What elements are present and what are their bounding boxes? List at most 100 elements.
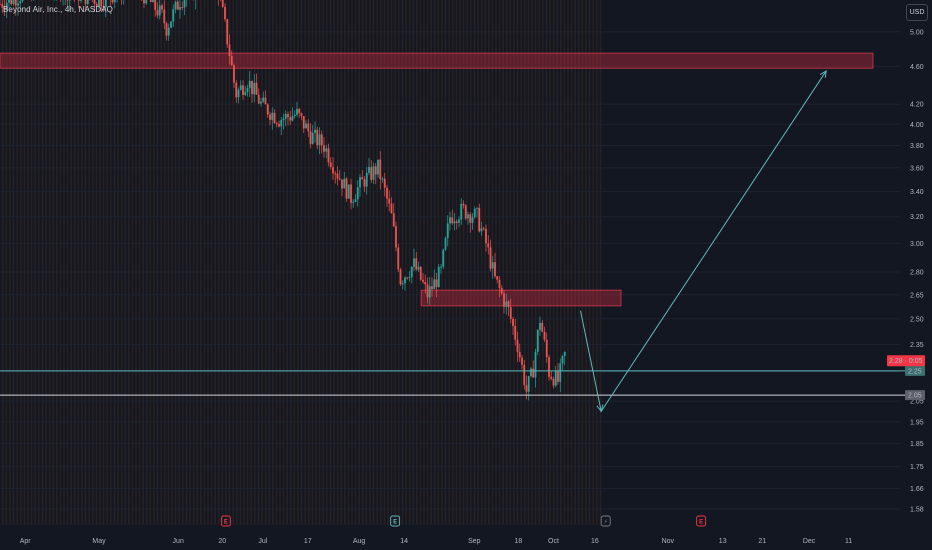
- event-marker-label: ⚡: [604, 519, 608, 526]
- candle-body: [154, 0, 157, 10]
- candle-body: [543, 331, 546, 340]
- candle-body: [3, 7, 6, 10]
- session-stripe: [282, 0, 285, 525]
- candle-body: [260, 101, 262, 104]
- horizontal-lines: [0, 370, 905, 396]
- candle-body: [559, 363, 562, 382]
- session-stripe: [344, 0, 346, 525]
- candle-body: [179, 7, 181, 10]
- session-stripe: [138, 0, 141, 525]
- session-stripe: [369, 0, 371, 525]
- candle-body: [453, 221, 456, 224]
- session-stripe: [52, 0, 54, 525]
- candle-body: [446, 223, 449, 238]
- session-stripe: [542, 0, 544, 525]
- session-stripe: [599, 0, 602, 525]
- candle-body: [431, 286, 433, 289]
- candle-body: [280, 120, 283, 127]
- candle-body: [530, 368, 532, 377]
- candle-body: [516, 339, 519, 353]
- candle-body: [478, 207, 481, 232]
- candle-body: [271, 112, 274, 120]
- session-stripe: [207, 0, 209, 525]
- session-stripe: [376, 0, 378, 525]
- candle-body: [14, 0, 17, 6]
- price-tick-label: 3.80: [910, 143, 924, 150]
- session-stripe: [538, 0, 540, 525]
- candle-body: [230, 55, 233, 66]
- candle-body: [350, 184, 352, 203]
- candle-body: [424, 281, 427, 285]
- session-stripe: [362, 0, 364, 525]
- session-stripe: [203, 0, 206, 525]
- candle-body: [334, 173, 337, 175]
- session-stripe: [354, 0, 357, 525]
- candle-body: [518, 352, 521, 358]
- candle-body: [561, 356, 564, 364]
- candle-body: [8, 0, 10, 3]
- session-stripe: [574, 0, 576, 525]
- session-stripe: [286, 0, 288, 525]
- candle-body: [176, 1, 179, 10]
- session-stripe: [63, 0, 65, 525]
- candle-body: [298, 108, 301, 114]
- price-tick-label: 3.40: [910, 189, 924, 196]
- candle-body: [392, 213, 395, 227]
- candle-body: [462, 203, 465, 206]
- candle-body: [235, 82, 238, 98]
- candle-body: [426, 284, 429, 298]
- candle-body: [401, 283, 404, 285]
- candle-body: [437, 266, 440, 288]
- price-tick-label: 1.85: [910, 441, 924, 448]
- session-stripe: [77, 0, 80, 525]
- session-stripe: [560, 0, 562, 525]
- candle-body: [284, 114, 287, 119]
- price-axis: 5.00 4.60 4.20 4.00 3.80 3.60 3.40 3.20 3.00 2.80…: [887, 29, 925, 513]
- price-tick-label: 4.00: [910, 122, 924, 129]
- session-stripe: [232, 0, 234, 525]
- session-stripe: [513, 0, 515, 525]
- candle-body: [1, 4, 4, 8]
- candle-body: [473, 208, 476, 218]
- session-stripe: [358, 0, 360, 525]
- candle-body: [503, 293, 505, 307]
- candle-body: [307, 123, 310, 132]
- session-stripe: [196, 0, 198, 525]
- session-stripe: [70, 0, 72, 525]
- session-stripe: [45, 0, 47, 525]
- session-stripe: [66, 0, 69, 525]
- event-marker-label: E: [699, 520, 703, 526]
- candle-body: [365, 172, 368, 187]
- candle-body: [161, 5, 163, 10]
- session-stripe: [56, 0, 58, 525]
- session-stripe: [279, 0, 281, 525]
- session-stripe: [264, 0, 267, 525]
- session-stripe: [524, 0, 526, 525]
- time-tick-label: 17: [304, 538, 312, 545]
- line-price-label: 2.25: [908, 368, 922, 375]
- projection-arrows: [580, 69, 827, 413]
- candle-body: [305, 123, 307, 129]
- candle-body: [444, 237, 447, 250]
- session-stripe: [200, 0, 202, 525]
- candle-body: [464, 205, 467, 219]
- candle-body: [552, 378, 555, 386]
- candle-body: [311, 132, 314, 144]
- candle-body: [491, 262, 494, 269]
- session-stripe: [588, 0, 591, 525]
- candle-body: [372, 166, 375, 180]
- candle-body: [278, 123, 280, 127]
- candle-body: [563, 351, 566, 357]
- candle-body: [428, 286, 431, 298]
- session-stripe: [210, 0, 213, 525]
- currency-button[interactable]: USD: [906, 4, 928, 21]
- candle-body: [374, 166, 377, 175]
- time-tick-label: Jun: [173, 538, 184, 545]
- candle-body: [379, 159, 382, 180]
- candle-body: [167, 27, 170, 36]
- candle-body: [296, 108, 298, 115]
- session-stripe: [167, 0, 170, 525]
- candle-body: [149, 0, 152, 3]
- session-stripe: [581, 0, 584, 525]
